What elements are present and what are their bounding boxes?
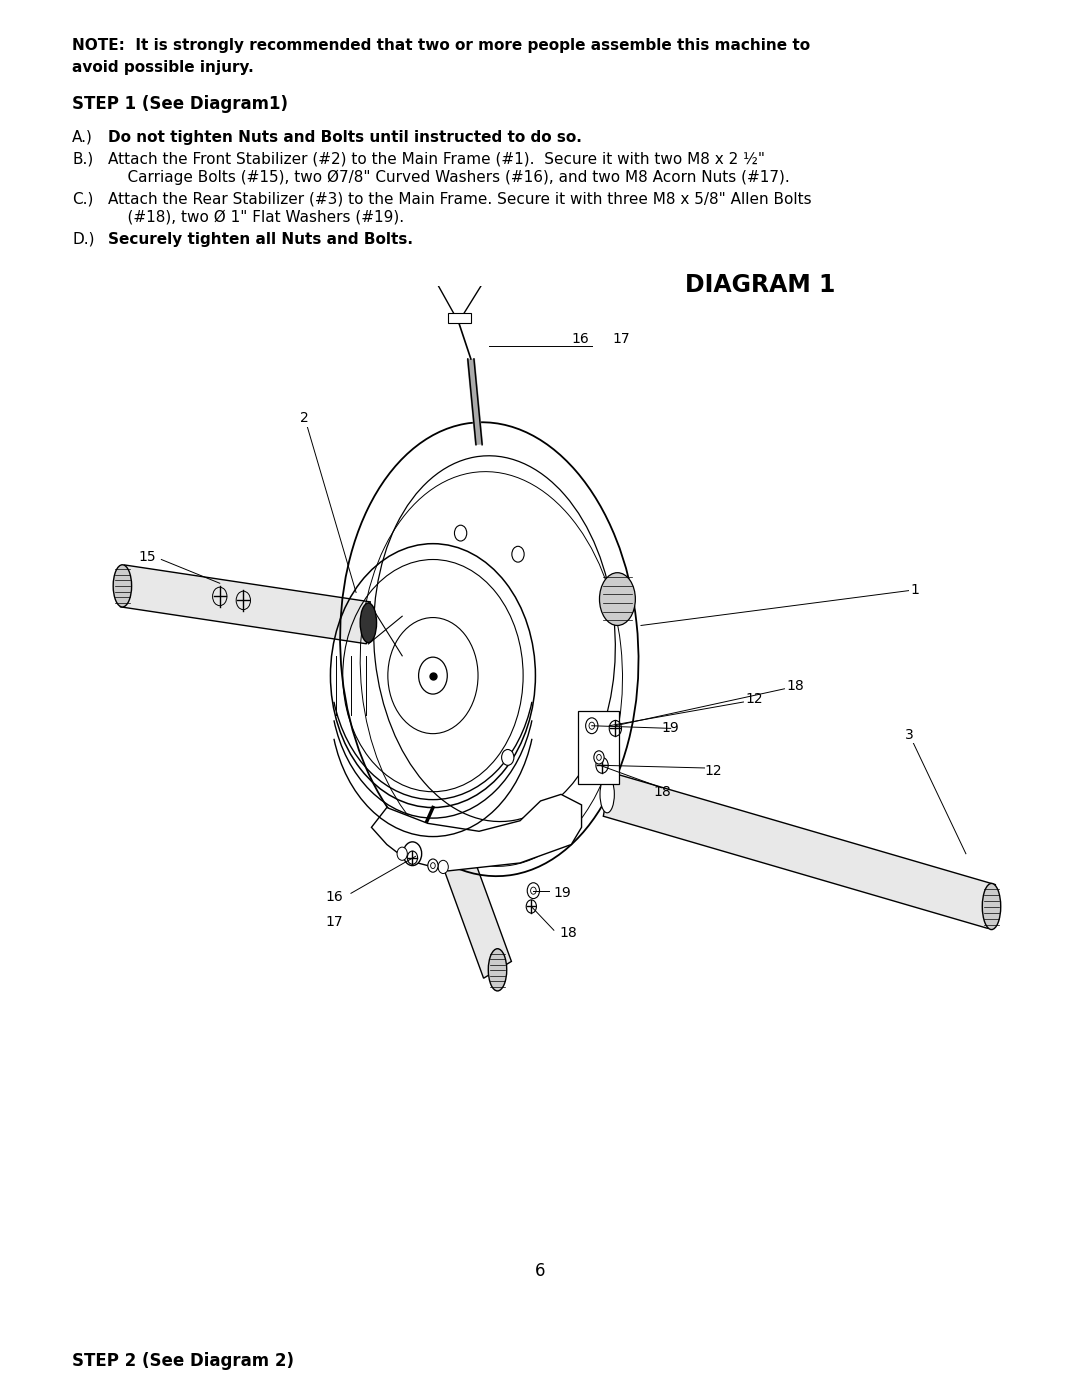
FancyBboxPatch shape: [448, 313, 471, 323]
Text: Do not tighten Nuts and Bolts until instructed to do so.: Do not tighten Nuts and Bolts until inst…: [108, 130, 582, 145]
Circle shape: [431, 862, 435, 869]
Text: B.): B.): [72, 152, 93, 168]
Polygon shape: [445, 855, 512, 978]
Text: 2: 2: [300, 411, 309, 425]
Circle shape: [455, 525, 467, 541]
Text: A.): A.): [72, 130, 93, 145]
Text: DIAGRAM 1: DIAGRAM 1: [685, 272, 835, 298]
Text: C.): C.): [72, 191, 93, 207]
Circle shape: [501, 749, 514, 766]
Text: STEP 1 (See Diagram1): STEP 1 (See Diagram1): [72, 95, 288, 113]
Text: D.): D.): [72, 232, 95, 247]
Ellipse shape: [599, 573, 635, 626]
Text: 12: 12: [745, 693, 764, 707]
Circle shape: [512, 546, 524, 562]
Text: 16: 16: [571, 332, 589, 346]
Ellipse shape: [600, 775, 615, 813]
Polygon shape: [121, 564, 370, 644]
Circle shape: [527, 883, 540, 898]
Ellipse shape: [113, 564, 132, 606]
Text: 17: 17: [325, 915, 343, 929]
Circle shape: [596, 754, 602, 760]
Text: 16: 16: [325, 890, 343, 904]
Circle shape: [589, 722, 595, 729]
Text: 15: 15: [139, 550, 157, 564]
Ellipse shape: [983, 883, 1001, 929]
Ellipse shape: [360, 604, 377, 643]
Circle shape: [403, 842, 421, 866]
Text: Securely tighten all Nuts and Bolts.: Securely tighten all Nuts and Bolts.: [108, 232, 413, 247]
Circle shape: [428, 859, 438, 872]
Text: Attach the Front Stabilizer (#2) to the Main Frame (#1).  Secure it with two M8 : Attach the Front Stabilizer (#2) to the …: [108, 152, 765, 168]
Text: 18: 18: [559, 926, 577, 940]
Text: 6: 6: [535, 1261, 545, 1280]
Circle shape: [438, 861, 448, 873]
FancyBboxPatch shape: [579, 711, 620, 784]
Text: (#18), two Ø 1" Flat Washers (#19).: (#18), two Ø 1" Flat Washers (#19).: [108, 210, 404, 225]
Circle shape: [594, 750, 604, 764]
Text: Carriage Bolts (#15), two Ø7/8" Curved Washers (#16), and two M8 Acorn Nuts (#17: Carriage Bolts (#15), two Ø7/8" Curved W…: [108, 170, 789, 186]
Polygon shape: [372, 795, 581, 870]
Text: avoid possible injury.: avoid possible injury.: [72, 60, 254, 75]
Circle shape: [397, 847, 407, 861]
Text: Attach the Rear Stabilizer (#3) to the Main Frame. Secure it with three M8 x 5/8: Attach the Rear Stabilizer (#3) to the M…: [108, 191, 812, 207]
Text: 1: 1: [910, 583, 919, 597]
Text: 3: 3: [905, 728, 914, 742]
Text: 19: 19: [661, 721, 679, 735]
Text: NOTE:  It is strongly recommended that two or more people assemble this machine : NOTE: It is strongly recommended that tw…: [72, 38, 810, 53]
Text: 17: 17: [612, 332, 630, 346]
Polygon shape: [604, 773, 996, 929]
Text: 18: 18: [786, 679, 805, 693]
Text: 12: 12: [704, 764, 723, 778]
Text: 18: 18: [653, 785, 671, 799]
Ellipse shape: [488, 949, 507, 990]
Circle shape: [419, 657, 447, 694]
Circle shape: [530, 887, 536, 894]
Text: 19: 19: [554, 886, 571, 900]
Circle shape: [585, 718, 598, 733]
Text: STEP 2 (See Diagram 2): STEP 2 (See Diagram 2): [72, 1352, 294, 1370]
